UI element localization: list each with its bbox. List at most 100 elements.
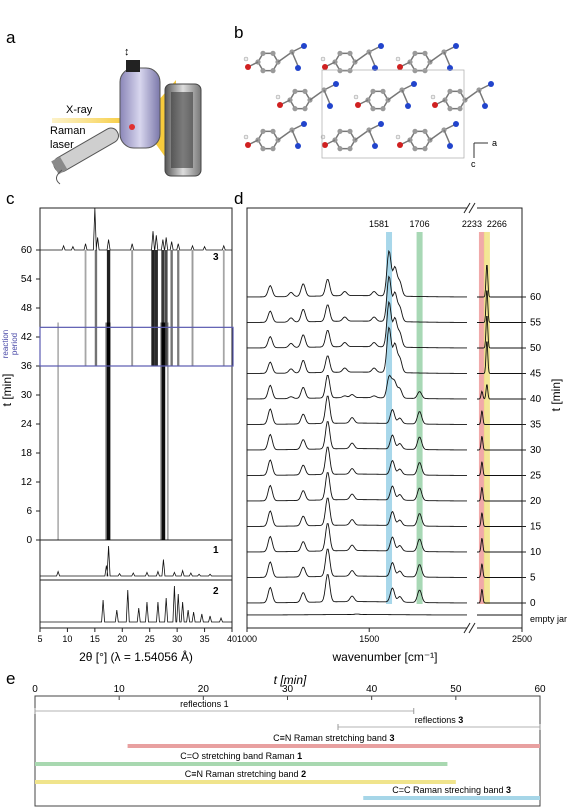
pxrd-x-ticks: 5 10 15 20 25 30 35 40	[37, 628, 237, 644]
diffraction-pattern-line	[40, 207, 232, 251]
carbon-atom	[260, 128, 266, 134]
y-tick-label: 48	[21, 303, 33, 314]
y-tick-label: 18	[21, 448, 33, 459]
band-label-1581: 1581	[369, 219, 389, 229]
raman-spectrum	[246, 446, 468, 476]
y-tick-label: 60	[21, 245, 33, 256]
y-tick-label: 5	[530, 573, 536, 584]
oxygen-atom	[245, 64, 251, 70]
carbon-atom	[412, 146, 418, 152]
raman-spectrum	[246, 275, 468, 323]
raman-spectrum	[246, 374, 468, 400]
raman-y-axis-label: t [min]	[549, 379, 563, 412]
carbon-atom	[292, 88, 298, 94]
y-tick-label: 0	[26, 535, 32, 546]
raman-spectrum	[246, 613, 468, 616]
y-tick-label: 55	[530, 318, 542, 329]
carbon-atom	[347, 146, 353, 152]
y-tick-label: 50	[530, 343, 542, 354]
reflection-streak	[166, 322, 169, 540]
reflection-streak	[94, 250, 98, 366]
x-tick-label: 1000	[237, 634, 257, 644]
axis-break-marks	[463, 202, 476, 634]
carbon-atom	[422, 128, 428, 134]
bond	[401, 139, 411, 145]
nitrogen-atom	[411, 81, 417, 87]
carbon-atom	[337, 128, 343, 134]
molecule	[320, 43, 384, 74]
raman-spectrum	[477, 563, 522, 578]
x-tick-label: 40	[366, 684, 378, 695]
bond	[359, 99, 369, 105]
oxygen-atom	[397, 142, 403, 148]
raman-spectrum	[477, 290, 522, 323]
pattern-3-label: 3	[213, 252, 219, 263]
xray-label: X-ray	[66, 104, 93, 116]
timeline-label: C=O stretching band Raman 1	[180, 751, 302, 761]
y-tick-label: 45	[530, 369, 542, 380]
molecule	[275, 81, 339, 112]
reflection-streak	[164, 250, 168, 366]
x-tick-label: 60	[534, 684, 546, 695]
bond	[443, 51, 451, 67]
molecule	[395, 121, 459, 152]
molecule	[243, 121, 307, 152]
raman-spectrum	[477, 487, 522, 502]
timeline-label: reflections 1	[180, 699, 229, 709]
pxrd-heatmap	[57, 250, 225, 540]
panel-label-b: b	[234, 23, 243, 42]
x-tick-label: 40	[227, 634, 237, 644]
nitrogen-atom	[295, 143, 301, 149]
reaction-period-box	[39, 326, 234, 367]
carbon-atom	[457, 88, 463, 94]
raman-spectrum	[246, 574, 468, 604]
unit-cell	[321, 69, 465, 159]
carbon-atom	[370, 106, 376, 112]
y-tick-label: 30	[21, 390, 33, 401]
timeline-label: reflections 3	[415, 715, 464, 725]
reflection-streak	[160, 322, 163, 540]
panel-label-c: c	[6, 189, 15, 208]
nitrogen-atom	[301, 121, 307, 127]
carbon-atom	[337, 68, 343, 74]
raman-label: Raman	[50, 125, 85, 137]
carbon-atom	[412, 128, 418, 134]
bond	[401, 61, 411, 67]
oxygen-atom	[277, 102, 283, 108]
x-tick-label: 20	[117, 634, 127, 644]
y-tick-label: 60	[530, 292, 542, 303]
carbon-atom	[337, 146, 343, 152]
carbon-atom	[412, 50, 418, 56]
carbon-atom	[270, 146, 276, 152]
oxygen-atom	[245, 142, 251, 148]
crystal-axes: a c	[471, 138, 497, 169]
timeline-title: t [min]	[274, 673, 307, 687]
x-tick-label: 20	[198, 684, 210, 695]
reflection-streak	[154, 250, 158, 366]
pattern-1-label: 1	[213, 545, 219, 556]
x-tick-label: 10	[62, 634, 72, 644]
raman-panel: 0 5 10 15 20 25 30 35 40 45 50 55 60 1000 1500 2500 15…	[237, 202, 567, 664]
timeline-label: C=C Raman streching band 3	[392, 785, 511, 795]
x-tick-label: 5	[37, 634, 42, 644]
y-tick-label: 10	[530, 547, 542, 558]
nitrogen-atom	[447, 65, 453, 71]
pxrd-pattern-2	[40, 585, 232, 623]
oxygen-atom	[322, 142, 328, 148]
milling-jar	[119, 67, 161, 149]
carbon-atom	[260, 68, 266, 74]
carbon-atom	[457, 106, 463, 112]
oxygen-atom	[355, 102, 361, 108]
carbon-atom	[347, 50, 353, 56]
nitrogen-atom	[327, 103, 333, 109]
bond	[326, 139, 336, 145]
pxrd-x-axis-label: 2θ [°] (λ = 1.54056 Å)	[79, 649, 193, 664]
raman-x-ticks: 1000 1500 2500	[237, 628, 532, 644]
molecule	[320, 121, 384, 152]
raman-spectrum	[477, 461, 522, 476]
reflection-streak	[161, 250, 165, 366]
carbon-atom	[337, 50, 343, 56]
y-tick-label: 30	[530, 445, 542, 456]
x-tick-label: 30	[172, 634, 182, 644]
raman-spectrum	[477, 341, 522, 374]
